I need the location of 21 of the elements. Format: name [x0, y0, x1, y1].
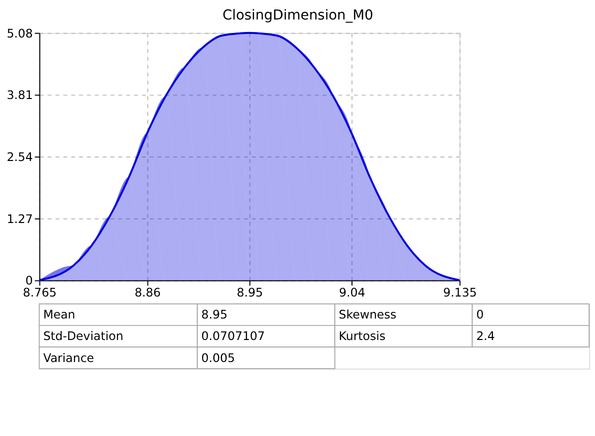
y-tick-label: 5.08: [6, 26, 33, 40]
x-tick-label: 9.135: [443, 285, 477, 300]
chart-title: ClosingDimension_M0: [222, 8, 374, 24]
y-tick-label: 2.54: [6, 150, 33, 164]
text: 2.4: [476, 329, 495, 344]
text: Mean: [43, 308, 76, 322]
x-tick-label: 8.765: [22, 285, 57, 300]
text: Variance: [43, 350, 94, 365]
y-tick-label: 1.27: [6, 212, 33, 226]
text: 0.005: [201, 350, 235, 365]
text: 0: [476, 308, 484, 322]
y-tick-label: 0: [25, 274, 33, 288]
x-tick-label: 8.86: [134, 285, 161, 300]
text: Std-Deviation: [43, 329, 124, 344]
text: Skewness: [338, 308, 396, 322]
y-tick-label: 3.81: [6, 88, 33, 102]
text: 8.95: [201, 308, 228, 322]
x-tick-label: 9.04: [338, 285, 366, 300]
text: 0.0707107: [201, 329, 265, 344]
x-tick-label: 8.95: [236, 285, 263, 300]
text: Kurtosis: [338, 329, 386, 344]
